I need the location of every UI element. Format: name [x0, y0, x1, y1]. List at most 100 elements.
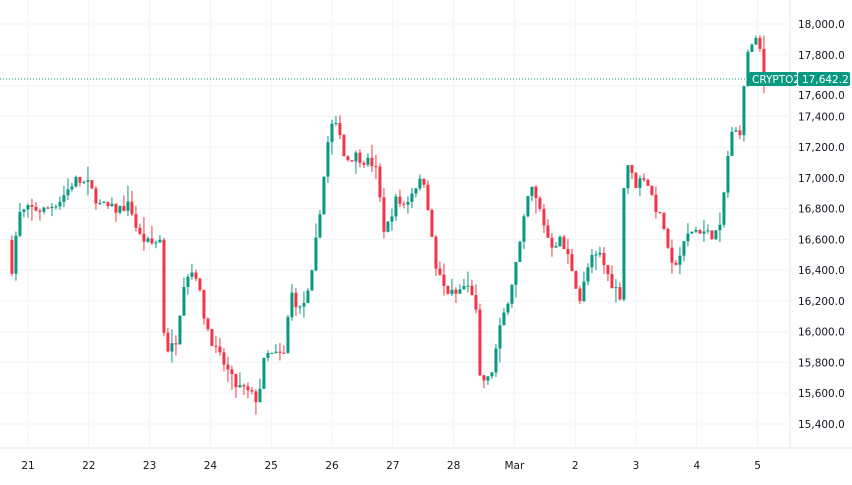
candle-body: [150, 238, 154, 244]
candle-body: [382, 197, 386, 232]
candle-body: [466, 285, 470, 287]
candle-body: [210, 329, 214, 346]
candle: [466, 271, 470, 293]
candle: [650, 185, 654, 197]
candle-body: [222, 352, 226, 365]
candle: [198, 277, 202, 293]
candle-body: [262, 357, 266, 389]
candle-body: [686, 233, 690, 242]
candle: [686, 223, 690, 247]
candle-body: [254, 391, 258, 403]
candle-body: [450, 289, 454, 294]
candle-body: [42, 207, 46, 212]
candle: [442, 263, 446, 296]
date-tick-label: 23: [143, 460, 156, 472]
candle: [58, 196, 62, 210]
candle-body: [278, 351, 282, 353]
date-tick-label: 21: [21, 460, 34, 472]
candle-body: [98, 202, 102, 204]
candle-body: [258, 388, 262, 403]
candle: [622, 187, 626, 302]
candle: [514, 261, 518, 298]
candle-body: [46, 207, 50, 209]
candle: [314, 223, 318, 272]
candle: [558, 235, 562, 247]
date-tick-label: 28: [447, 460, 460, 472]
candle: [162, 237, 166, 337]
candle-body: [18, 211, 22, 236]
candle-body: [674, 262, 678, 265]
candle-body: [690, 231, 694, 234]
last-price-text: 17,642.2: [802, 74, 849, 86]
candle: [702, 219, 706, 242]
candle: [190, 263, 194, 280]
candle-body: [726, 155, 730, 193]
candle: [170, 329, 174, 363]
candle: [474, 284, 478, 314]
time-axis[interactable]: 21 22 23 24 25 26 27 28 Mar 2 3 4 5: [21, 460, 761, 472]
candle-body: [390, 216, 394, 222]
candle: [154, 240, 158, 249]
candle-body: [406, 201, 410, 205]
candle: [110, 197, 114, 208]
candle: [430, 208, 434, 238]
candle-body: [714, 230, 718, 240]
candle-body: [274, 351, 278, 353]
candle-body: [654, 194, 658, 212]
candle-body: [650, 185, 654, 195]
candle: [494, 343, 498, 377]
candle: [470, 279, 474, 296]
candle-body: [434, 236, 438, 269]
candle-body: [242, 385, 246, 387]
date-tick-label: 5: [754, 460, 761, 472]
candle-body: [106, 201, 110, 207]
candle-body: [574, 271, 578, 289]
candle: [158, 235, 162, 243]
candle: [286, 314, 290, 354]
candle: [126, 185, 130, 217]
candle-body: [110, 203, 114, 207]
candle-body: [478, 309, 482, 376]
price-tick-label: 16,600.0: [798, 234, 845, 246]
candle: [202, 289, 206, 325]
candle-body: [282, 352, 286, 354]
candle: [630, 164, 634, 179]
candle: [22, 208, 26, 218]
candle-body: [318, 214, 322, 238]
candle: [410, 187, 414, 209]
candle-body: [138, 227, 142, 234]
candle: [362, 160, 366, 168]
candle-body: [410, 193, 414, 202]
candle: [350, 160, 354, 163]
candle-body: [126, 201, 130, 211]
candle: [434, 234, 438, 276]
candle: [62, 185, 66, 208]
candle-body: [562, 236, 566, 249]
candle-body: [546, 225, 550, 238]
candle: [342, 134, 346, 157]
candle-body: [266, 352, 270, 358]
date-tick-label: 22: [82, 460, 95, 472]
candle: [82, 180, 86, 185]
candle: [746, 49, 750, 87]
candle: [98, 199, 102, 206]
candles: [10, 35, 766, 415]
candle: [750, 43, 754, 53]
candle: [678, 247, 682, 275]
candle-body: [22, 209, 26, 212]
candle: [330, 119, 334, 155]
candle-body: [286, 317, 290, 353]
candle-body: [346, 156, 350, 161]
price-axis[interactable]: 15,400.0 15,600.0 15,800.0 16,000.0 16,200.0…: [798, 19, 845, 431]
candle-body: [682, 241, 686, 256]
candle-body: [326, 142, 330, 177]
candle-body: [130, 201, 134, 215]
candle-body: [634, 172, 638, 188]
candle: [18, 203, 22, 238]
candle: [254, 389, 258, 415]
candle: [234, 373, 238, 398]
candle: [242, 383, 246, 395]
candle: [42, 206, 46, 215]
candle: [398, 189, 402, 208]
